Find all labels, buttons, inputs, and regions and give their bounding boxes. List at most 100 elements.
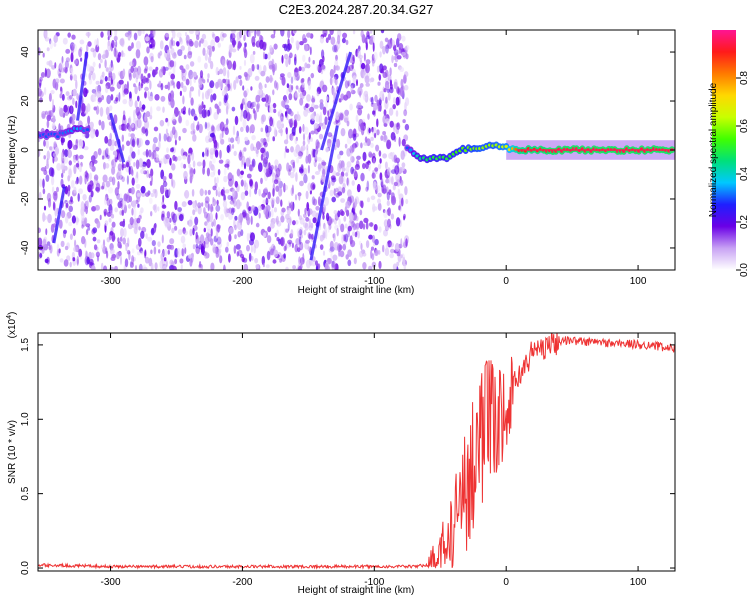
noise-cell <box>223 175 228 183</box>
noise-cell <box>247 68 253 78</box>
noise-cell <box>334 263 339 270</box>
noise-cell <box>324 116 328 125</box>
noise-cell <box>117 180 120 190</box>
noise-cell <box>382 244 385 253</box>
noise-cell <box>232 125 236 136</box>
noise-cell <box>135 48 141 59</box>
noise-cell <box>189 30 194 34</box>
noise-cell <box>169 259 174 266</box>
noise-cell <box>192 134 197 142</box>
noise-cell <box>296 157 300 164</box>
noise-cell <box>322 230 326 241</box>
spectrogram-y-label: Frequency (Hz) <box>7 116 18 185</box>
noise-cell <box>162 263 167 270</box>
noise-cell <box>198 40 201 48</box>
noise-cell <box>269 74 273 84</box>
noise-cell <box>142 75 147 84</box>
noise-cell <box>370 136 374 142</box>
noise-cell <box>181 201 187 208</box>
noise-cell <box>364 93 369 103</box>
noise-cell <box>364 136 368 143</box>
noise-cell <box>48 167 54 177</box>
noise-cell <box>243 182 249 192</box>
noise-cell <box>219 255 223 264</box>
noise-cell <box>108 218 112 223</box>
y-tick-label: 20 <box>20 95 31 107</box>
noise-cell <box>158 249 161 254</box>
noise-cell <box>46 119 50 129</box>
noise-cell <box>283 150 286 159</box>
noise-cell <box>203 207 206 214</box>
noise-cell <box>329 189 334 197</box>
noise-cell <box>75 216 79 226</box>
noise-cell <box>93 179 97 186</box>
noise-cell <box>123 227 127 238</box>
noise-cell <box>243 46 247 54</box>
noise-cell <box>344 223 348 229</box>
noise-cell <box>255 141 261 150</box>
noise-cell <box>233 198 237 207</box>
noise-cell <box>77 193 80 202</box>
noise-cell <box>299 263 303 270</box>
noise-cell <box>390 213 395 220</box>
noise-cell <box>393 124 396 134</box>
noise-cell <box>268 104 274 114</box>
noise-cell <box>249 179 253 187</box>
noise-cell <box>338 175 344 185</box>
noise-cell <box>369 30 373 34</box>
noise-cell <box>327 257 332 265</box>
noise-cell <box>181 76 187 82</box>
noise-cell <box>331 177 337 183</box>
noise-cell <box>132 256 136 262</box>
noise-cell <box>72 227 76 237</box>
x-tick-label: -100 <box>364 276 384 287</box>
noise-cell <box>159 119 165 127</box>
noise-cell <box>307 246 311 252</box>
noise-cell <box>136 192 141 197</box>
noise-cell <box>308 225 313 231</box>
noise-cell <box>167 249 170 255</box>
noise-cell <box>266 235 272 244</box>
noise-cell <box>73 59 78 65</box>
noise-cell <box>212 33 216 39</box>
noise-cell <box>173 220 177 226</box>
noise-cell <box>237 75 242 80</box>
noise-cell <box>272 102 277 109</box>
noise-cell <box>121 209 125 216</box>
noise-cell <box>214 149 219 158</box>
noise-cell <box>228 233 232 242</box>
noise-cell <box>267 210 272 218</box>
noise-cell <box>206 221 211 231</box>
noise-cell <box>39 82 42 89</box>
noise-cell <box>90 129 95 139</box>
noise-cell <box>368 127 371 134</box>
spectrogram-signal-layer <box>38 124 675 164</box>
noise-cell <box>134 120 138 131</box>
noise-cell <box>352 227 355 237</box>
noise-cell <box>39 97 43 103</box>
noise-cell <box>61 172 64 179</box>
noise-cell <box>106 94 112 105</box>
noise-cell <box>119 221 125 227</box>
noise-cell <box>403 84 409 91</box>
noise-cell <box>158 80 161 86</box>
noise-cell <box>206 121 211 131</box>
noise-cell <box>293 149 299 158</box>
noise-cell <box>344 233 349 243</box>
noise-cell <box>245 125 250 133</box>
noise-cell <box>67 175 71 182</box>
noise-cell <box>154 94 160 101</box>
noise-cell <box>273 127 277 137</box>
noise-cell <box>40 167 46 172</box>
noise-cell <box>321 173 326 183</box>
noise-cell <box>207 203 210 212</box>
noise-cell <box>297 230 302 239</box>
noise-cell <box>287 30 291 39</box>
noise-cell <box>337 34 341 45</box>
noise-cell <box>370 34 374 41</box>
noise-cell <box>329 240 334 250</box>
noise-cell <box>180 235 186 244</box>
noise-cell <box>349 195 355 203</box>
noise-cell <box>115 97 119 102</box>
noise-cell <box>137 251 141 256</box>
